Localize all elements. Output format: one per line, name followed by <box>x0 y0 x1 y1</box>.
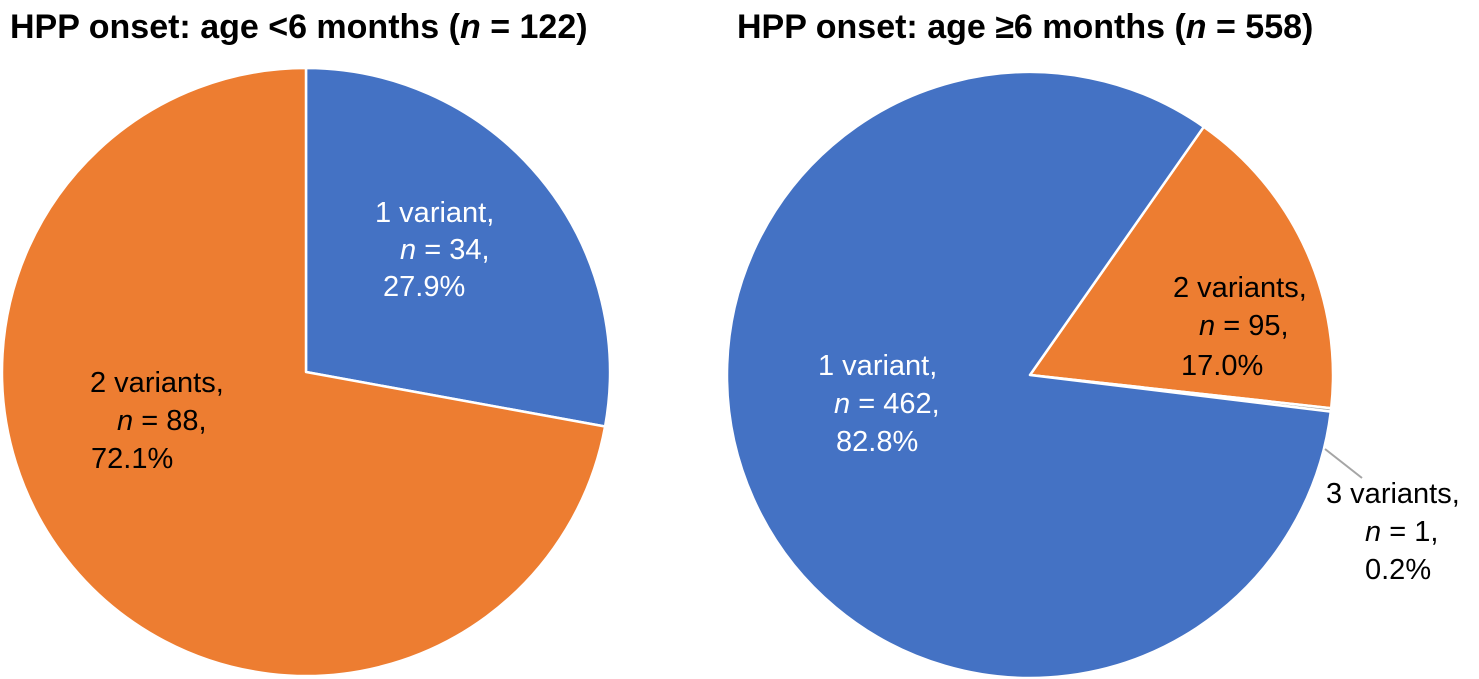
pie-slice-2-variants <box>0 66 607 678</box>
svg-text:2 variants,: 2 variants, <box>1173 272 1307 304</box>
pie-slice-2-variants <box>1028 125 1335 410</box>
svg-text:3 variants,: 3 variants, <box>1326 478 1460 510</box>
pie-slice-1-variant <box>304 66 612 428</box>
svg-text:82.8%: 82.8% <box>836 426 918 458</box>
svg-text:n = 1,: n = 1, <box>1365 516 1438 548</box>
svg-text:2 variants,: 2 variants, <box>90 367 224 399</box>
label-right-1-variant: 1 variant, n = 462, 82.8% <box>818 350 940 458</box>
chart-title-right: HPP onset: age ≥6 months (n = 558) <box>737 8 1313 46</box>
svg-text:n = 95,: n = 95, <box>1199 310 1289 342</box>
label-right-3-variants: 3 variants, n = 1, 0.2% <box>1326 478 1460 586</box>
svg-text:n = 88,: n = 88, <box>117 405 207 437</box>
svg-text:17.0%: 17.0% <box>1181 350 1263 382</box>
svg-text:0.2%: 0.2% <box>1365 554 1431 586</box>
svg-text:n = 34,: n = 34, <box>400 234 490 266</box>
pie-slice-1-variant <box>725 70 1333 679</box>
chart-title-left: HPP onset: age <6 months (n = 122) <box>10 8 588 46</box>
svg-text:1 variant,: 1 variant, <box>375 197 494 229</box>
label-left-1-variant: 1 variant, n = 34, 27.9% <box>375 197 494 303</box>
pie-left <box>0 66 612 678</box>
pie-right <box>725 70 1335 679</box>
svg-text:1 variant,: 1 variant, <box>818 350 937 382</box>
label-left-2-variants: 2 variants, n = 88, 72.1% <box>90 367 224 475</box>
label-right-2-variants: 2 variants, n = 95, 17.0% <box>1173 272 1307 382</box>
svg-text:27.9%: 27.9% <box>383 271 465 303</box>
leader-line-3-variants <box>1324 448 1363 479</box>
svg-text:72.1%: 72.1% <box>91 443 173 475</box>
svg-text:n = 462,: n = 462, <box>834 388 940 420</box>
